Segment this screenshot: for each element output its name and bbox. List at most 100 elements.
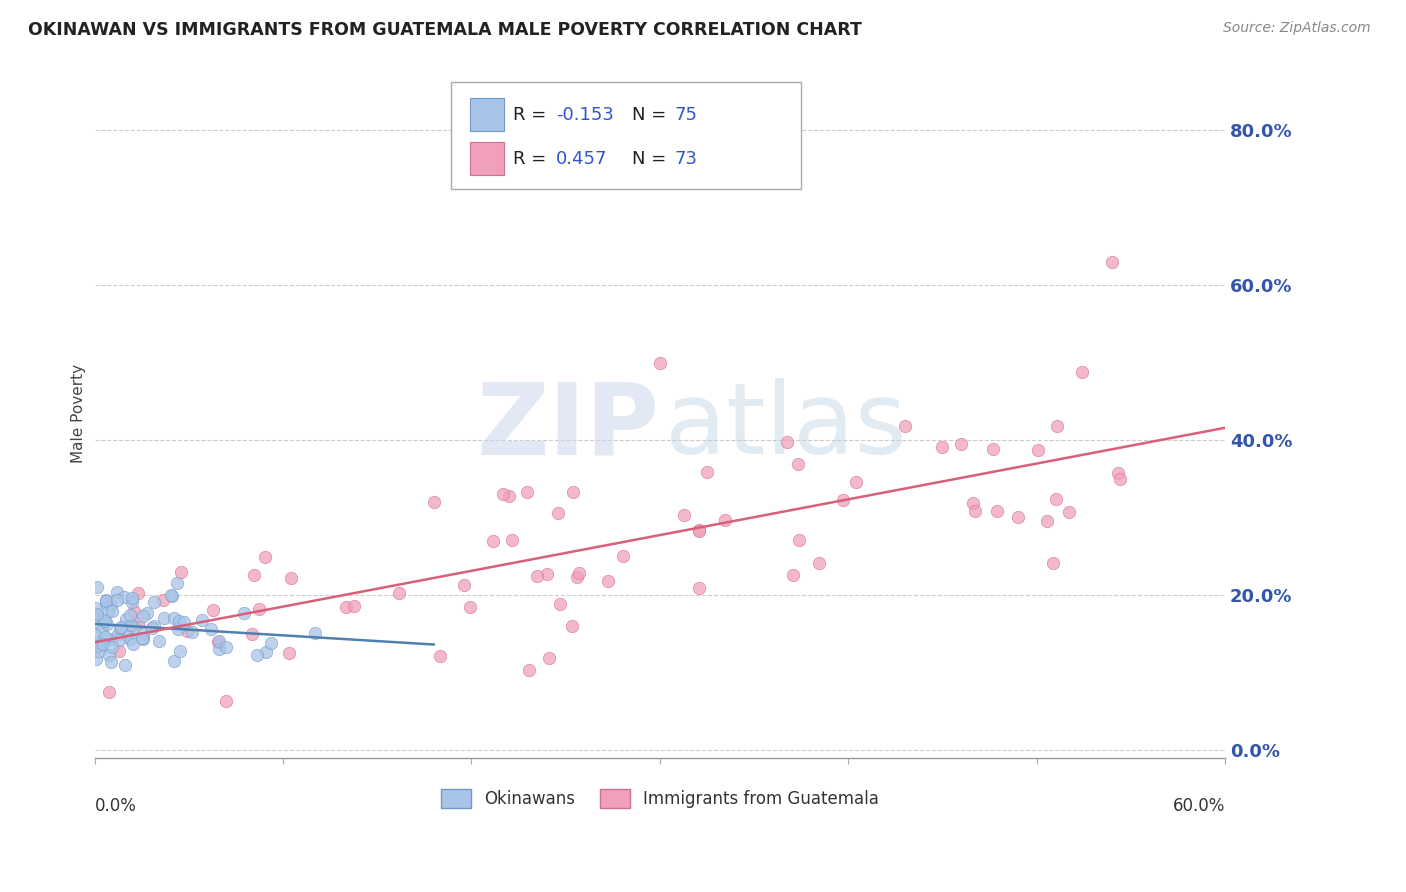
- Point: [83, 627, 105, 641]
- Point: [107, 627, 129, 641]
- Point: [388, 586, 411, 600]
- Point: [517, 663, 540, 677]
- Text: 73: 73: [675, 150, 697, 168]
- Point: [696, 466, 718, 480]
- Point: [1026, 443, 1049, 458]
- Point: [97, 605, 120, 619]
- Point: [100, 655, 122, 669]
- Text: R =: R =: [513, 150, 553, 168]
- Point: [148, 634, 170, 648]
- Point: [166, 576, 188, 591]
- Text: 60.0%: 60.0%: [1173, 797, 1225, 814]
- Text: N =: N =: [631, 150, 672, 168]
- Point: [1046, 419, 1069, 434]
- Point: [152, 593, 174, 607]
- Point: [335, 600, 357, 615]
- Point: [87, 635, 110, 649]
- Bar: [470, 98, 503, 131]
- Text: 0.457: 0.457: [555, 150, 607, 168]
- Point: [688, 524, 710, 539]
- Point: [986, 503, 1008, 517]
- Point: [962, 496, 984, 510]
- Point: [215, 640, 238, 654]
- Point: [688, 523, 710, 537]
- Point: [86, 580, 108, 594]
- Point: [498, 490, 520, 504]
- Point: [94, 596, 117, 610]
- Point: [492, 487, 515, 501]
- Point: [516, 485, 538, 500]
- Point: [118, 632, 141, 646]
- Point: [89, 615, 111, 630]
- Point: [169, 643, 191, 657]
- Point: [950, 437, 973, 451]
- Point: [208, 634, 231, 648]
- Point: [277, 646, 299, 660]
- Point: [782, 567, 804, 582]
- Point: [136, 606, 159, 620]
- Point: [162, 654, 184, 668]
- Point: [648, 356, 671, 370]
- Point: [108, 621, 131, 635]
- Point: [343, 599, 366, 614]
- Point: [96, 617, 118, 632]
- Legend: Okinawans, Immigrants from Guatemala: Okinawans, Immigrants from Guatemala: [434, 782, 886, 814]
- Text: OKINAWAN VS IMMIGRANTS FROM GUATEMALA MALE POVERTY CORRELATION CHART: OKINAWAN VS IMMIGRANTS FROM GUATEMALA MA…: [28, 21, 862, 38]
- Point: [1107, 466, 1129, 480]
- Point: [100, 604, 122, 618]
- Point: [89, 639, 111, 653]
- Point: [845, 475, 868, 489]
- Point: [565, 570, 588, 584]
- Point: [894, 419, 917, 434]
- Point: [568, 566, 591, 581]
- Point: [163, 611, 186, 625]
- Point: [121, 591, 143, 605]
- Point: [132, 626, 155, 640]
- Point: [112, 590, 135, 604]
- Point: [242, 568, 264, 582]
- Y-axis label: Male Poverty: Male Poverty: [72, 364, 86, 463]
- Point: [1036, 514, 1059, 528]
- Point: [91, 637, 114, 651]
- Point: [240, 627, 263, 641]
- Point: [110, 620, 132, 634]
- Point: [429, 648, 451, 663]
- Point: [121, 637, 143, 651]
- Point: [166, 622, 188, 636]
- Point: [1045, 491, 1067, 506]
- Point: [141, 621, 163, 635]
- Point: [96, 592, 118, 607]
- Point: [91, 612, 114, 626]
- Point: [526, 569, 548, 583]
- Point: [215, 694, 238, 708]
- Point: [132, 632, 155, 646]
- Point: [501, 533, 523, 547]
- Point: [807, 556, 830, 570]
- Text: -0.153: -0.153: [555, 105, 613, 124]
- Point: [201, 603, 224, 617]
- Point: [84, 601, 107, 615]
- Point: [181, 625, 204, 640]
- Point: [1042, 556, 1064, 570]
- Text: ZIP: ZIP: [477, 378, 659, 475]
- Bar: [470, 142, 503, 176]
- Point: [162, 590, 184, 604]
- Point: [86, 607, 108, 622]
- Point: [108, 632, 131, 647]
- FancyBboxPatch shape: [451, 82, 801, 189]
- Text: R =: R =: [513, 105, 553, 124]
- Point: [304, 626, 326, 640]
- Point: [122, 620, 145, 634]
- Point: [86, 607, 108, 621]
- Point: [547, 506, 569, 520]
- Point: [132, 609, 155, 624]
- Point: [688, 581, 710, 595]
- Point: [87, 639, 110, 653]
- Point: [115, 629, 138, 643]
- Point: [176, 624, 198, 638]
- Point: [100, 632, 122, 646]
- Text: atlas: atlas: [665, 378, 907, 475]
- Point: [596, 574, 619, 588]
- Point: [98, 685, 121, 699]
- Point: [94, 594, 117, 608]
